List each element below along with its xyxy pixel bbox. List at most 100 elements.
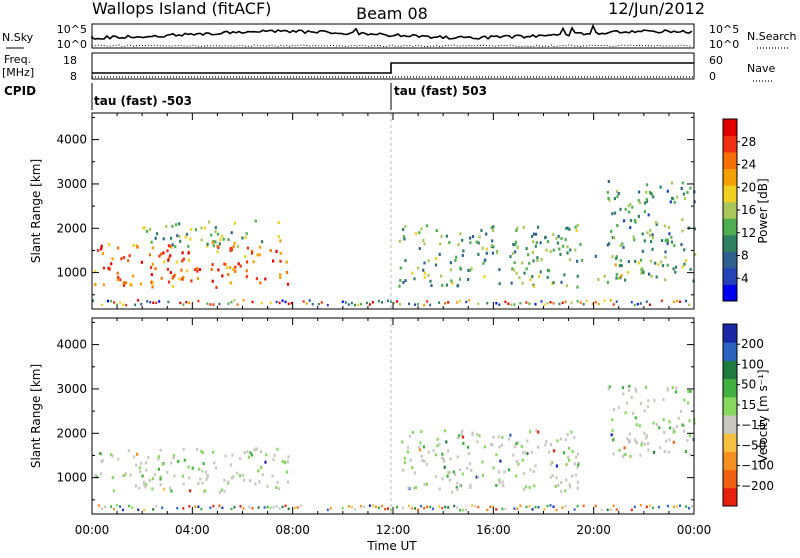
- echo-cell: [133, 455, 136, 459]
- echo-cell: [477, 252, 480, 256]
- echo-cell: [534, 464, 537, 468]
- echo-cell: [220, 488, 223, 492]
- echo-cell: [460, 432, 463, 436]
- echo-cell: [206, 475, 209, 479]
- cpid-label: CPID: [4, 84, 36, 98]
- echo-cell: [550, 443, 553, 446]
- echo-cell: [216, 244, 219, 248]
- echo-cell: [178, 277, 181, 281]
- echo-cell: [624, 207, 627, 211]
- echo-cell: [618, 264, 621, 268]
- echo-cell: [176, 506, 179, 510]
- echo-cell: [555, 464, 558, 468]
- echo-cell: [670, 235, 673, 239]
- echo-cell: [659, 185, 662, 189]
- echo-cell: [686, 401, 690, 405]
- echo-cell: [469, 483, 472, 487]
- echo-cell: [171, 243, 174, 247]
- echo-cell: [521, 281, 524, 285]
- echo-cell: [253, 448, 256, 452]
- echo-cell: [206, 242, 209, 246]
- echo-cell: [232, 475, 235, 479]
- y-tick-label: 2000: [56, 221, 87, 235]
- echo-cell: [136, 245, 139, 249]
- echo-cell: [613, 197, 616, 201]
- echo-cell: [454, 472, 457, 476]
- echo-cell: [456, 436, 460, 440]
- echo-cell: [673, 244, 676, 248]
- echo-cell: [534, 244, 537, 248]
- echo-cell: [477, 302, 480, 305]
- echo-cell: [137, 299, 140, 302]
- echo-cell: [666, 189, 669, 193]
- echo-cell: [560, 280, 563, 284]
- echo-cell: [377, 506, 380, 509]
- echo-cell: [420, 454, 423, 458]
- echo-cell: [629, 454, 632, 458]
- echo-cell: [594, 301, 597, 304]
- echo-cell: [648, 303, 651, 306]
- echo-cell: [622, 392, 625, 396]
- echo-cell: [666, 263, 669, 267]
- echo-cell: [144, 461, 147, 465]
- echo-cell: [286, 282, 290, 286]
- echo-cell: [633, 303, 636, 307]
- echo-cell: [608, 385, 611, 389]
- echo-cell: [167, 280, 171, 284]
- freq-panel: Freq. [MHz] 18 8 60 0 Nave: [2, 52, 775, 83]
- velocity-axis-ticks: 1000 2000 3000 4000: [56, 318, 695, 514]
- echo-cell: [647, 442, 650, 445]
- echo-cell: [490, 226, 493, 230]
- echo-cell: [420, 430, 423, 434]
- echo-cell: [561, 301, 564, 305]
- colorbar-swatch: [723, 185, 737, 203]
- echo-cell: [407, 486, 410, 490]
- echo-cell: [655, 275, 658, 279]
- echo-cell: [575, 455, 578, 459]
- echo-cell: [444, 505, 447, 509]
- echo-cell: [152, 508, 155, 511]
- echo-cell: [142, 226, 145, 230]
- colorbar-swatch: [723, 284, 737, 302]
- echo-cell: [688, 419, 691, 423]
- echo-cell: [233, 221, 236, 225]
- echo-cell: [257, 506, 260, 509]
- echo-cell: [674, 390, 678, 394]
- echo-cell: [162, 487, 165, 491]
- echo-cell: [615, 300, 618, 303]
- echo-cell: [176, 234, 179, 238]
- echo-cell: [195, 267, 198, 271]
- echo-cell: [565, 463, 568, 467]
- echo-cell: [688, 507, 690, 510]
- echo-cell: [199, 477, 202, 481]
- echo-cell: [189, 489, 192, 493]
- echo-cell: [630, 395, 633, 399]
- echo-cell: [281, 460, 284, 464]
- echo-cell: [492, 505, 495, 508]
- echo-cell: [462, 441, 465, 445]
- echo-cell: [557, 483, 560, 487]
- echo-cell: [341, 506, 344, 510]
- echo-cell: [467, 452, 471, 456]
- echo-cell: [111, 476, 114, 479]
- echo-cell: [418, 445, 421, 449]
- echo-cell: [448, 478, 451, 482]
- echo-cell: [516, 507, 519, 510]
- echo-cell: [180, 268, 183, 272]
- echo-cell: [557, 234, 560, 238]
- echo-cell: [549, 250, 552, 253]
- echo-cell: [216, 232, 220, 236]
- echo-cell: [574, 473, 577, 477]
- echo-cell: [417, 302, 420, 306]
- echo-cell: [214, 230, 217, 233]
- sky-tick-high: 10^5: [57, 23, 87, 36]
- echo-cell: [224, 454, 227, 458]
- echo-cell: [534, 232, 538, 236]
- echo-cell: [528, 302, 531, 305]
- echo-cell: [477, 505, 480, 509]
- echo-cell: [425, 224, 428, 228]
- echo-cell: [507, 468, 510, 472]
- echo-cell: [423, 482, 426, 486]
- x-tick-label: 00:00: [75, 523, 110, 537]
- echo-cell: [652, 450, 656, 454]
